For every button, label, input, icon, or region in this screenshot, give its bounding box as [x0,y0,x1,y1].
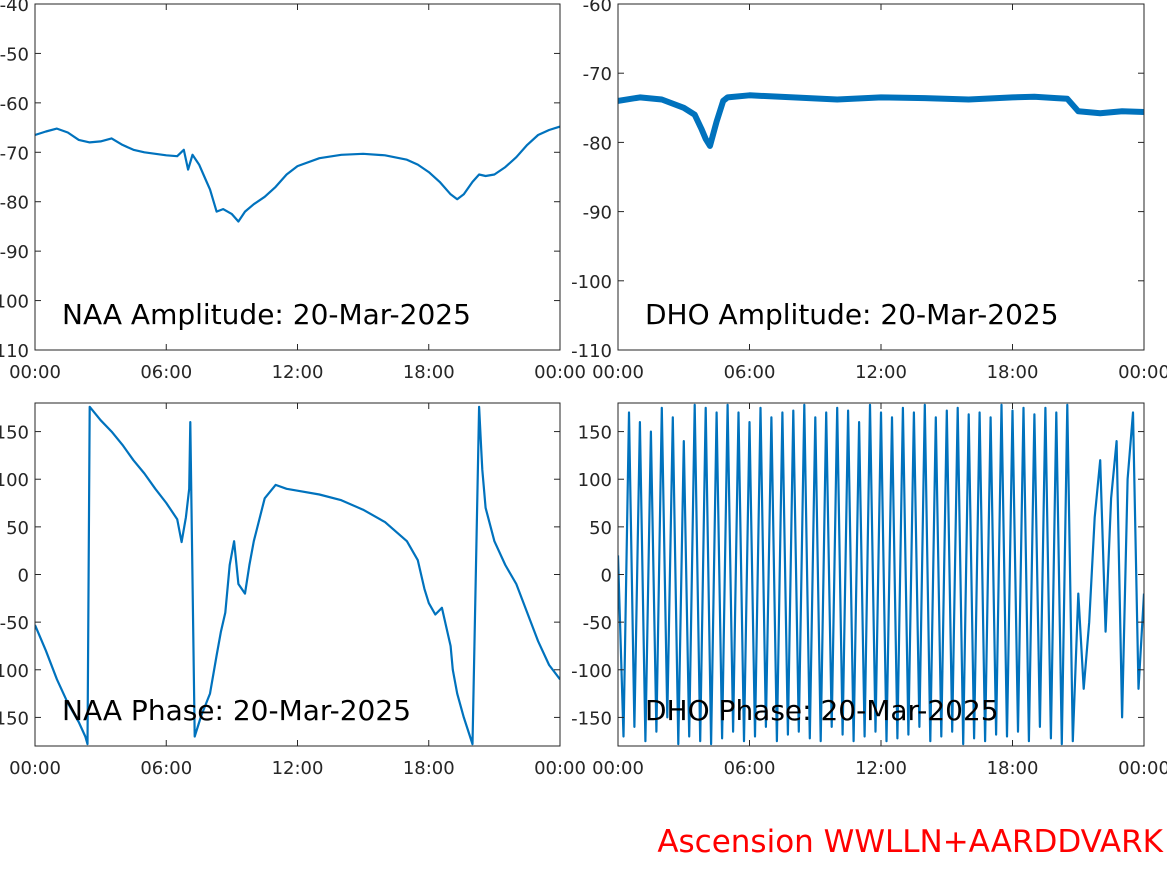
y-tick-label: -110 [571,341,612,362]
x-tick-label: 00:00 [1118,362,1167,383]
x-tick-label: 18:00 [987,758,1039,779]
x-tick-label: 12:00 [272,758,324,779]
y-tick-label: -90 [0,242,29,263]
y-tick-label: -100 [0,292,29,313]
series-line-2-1 [618,92,1144,149]
y-tick-label: -110 [0,341,29,362]
x-tick-label: 18:00 [403,758,455,779]
x-tick-label: 06:00 [724,758,776,779]
chart-panel-2: 00:00 06:00 12:00 18:00 00:00 -60 -70 -80 -90 -10… [571,0,1167,383]
series-line-1-1 [35,125,560,223]
y-tick-label: -100 [0,661,29,682]
y-tick-label: 0 [601,566,612,587]
y-tick-label: -50 [0,613,29,634]
y-tick-label: -100 [571,272,612,293]
y-tick-label: -90 [583,203,612,224]
chart-panel-4: 00:00 06:00 12:00 18:00 00:00 150 100 50 0 -50 -10… [571,402,1167,779]
x-tick-label: 00:00 [592,758,644,779]
x-tick-label: 18:00 [403,362,455,383]
panel-title: NAA Phase: 20-Mar-2025 [62,694,411,727]
x-tick-label: 00:00 [534,758,586,779]
panel-title: DHO Amplitude: 20-Mar-2025 [645,298,1059,331]
y-tick-label: -150 [0,708,29,729]
y-tick-label: 150 [578,423,612,444]
y-tick-label: 100 [0,470,29,491]
x-tick-label: 12:00 [272,362,324,383]
y-tick-label: -70 [583,64,612,85]
y-tick-label: 50 [6,518,29,539]
y-tick-label: -60 [583,0,612,16]
x-tick-label: 06:00 [724,362,776,383]
y-tick-label: -80 [583,133,612,154]
y-tick-label: -100 [571,661,612,682]
x-tick-label: 06:00 [140,758,192,779]
y-tick-label: 150 [0,423,29,444]
series-line-3-1 [35,405,560,746]
panel-title: DHO Phase: 20-Mar-2025 [645,694,999,727]
x-tick-label: 06:00 [140,362,192,383]
y-tick-label: -40 [0,0,29,16]
x-tick-label: 00:00 [9,362,61,383]
y-tick-label: 50 [589,518,612,539]
x-tick-label: 18:00 [987,362,1039,383]
chart-panel-3: 00:00 06:00 12:00 18:00 00:00 150 100 50 0 -50 -10… [0,402,586,779]
panel-title: NAA Amplitude: 20-Mar-2025 [62,298,471,331]
y-tick-label: 0 [18,566,29,587]
y-tick-label: -50 [0,44,29,65]
y-tick-label: -50 [583,613,612,634]
y-tick-label: -80 [0,193,29,214]
station-label: Ascension WWLLN+AARDDVARK [657,824,1163,860]
x-tick-label: 00:00 [1118,758,1167,779]
x-tick-label: 00:00 [592,362,644,383]
x-tick-label: 12:00 [855,362,907,383]
y-tick-label: 100 [578,470,612,491]
y-tick-label: -70 [0,143,29,164]
x-tick-label: 00:00 [9,758,61,779]
y-tick-label: -60 [0,94,29,115]
x-tick-label: 00:00 [534,362,586,383]
chart-panel-1: 00:00 06:00 12:00 18:00 00:00 -40 -50 -60 -70 -80… [0,0,586,383]
y-tick-label: -150 [571,708,612,729]
x-tick-label: 12:00 [855,758,907,779]
series-line-4-1 [618,403,1144,746]
